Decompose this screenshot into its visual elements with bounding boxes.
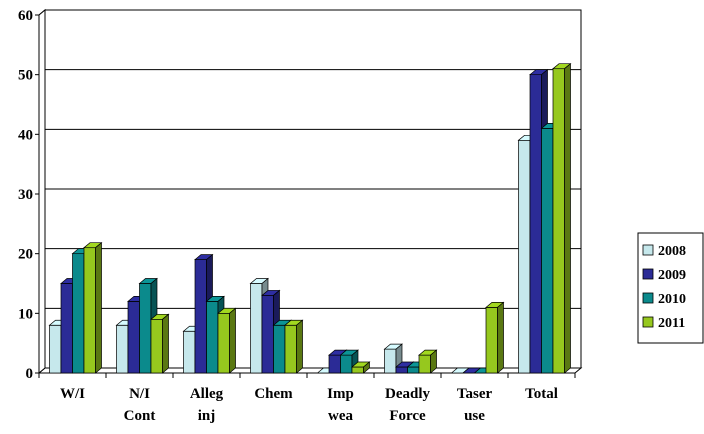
- bar-front: [261, 295, 274, 374]
- category-label: inj: [198, 408, 216, 424]
- bar-side: [497, 301, 504, 374]
- bar-front: [273, 324, 286, 374]
- category-label: Force: [389, 408, 426, 424]
- category-label: Cont: [124, 408, 156, 424]
- bar-front: [418, 354, 431, 374]
- bar-front: [518, 139, 531, 374]
- y-tick-label: 10: [18, 306, 33, 322]
- legend-label: 2010: [658, 292, 686, 307]
- category-labels: W/I N/I Cont Alleg inj Chem Imp wea Deadly Force T…: [60, 386, 558, 424]
- bar: [217, 307, 237, 374]
- category-label: Deadly: [385, 386, 431, 402]
- bar: [150, 313, 170, 374]
- bar-side: [296, 319, 303, 374]
- bar-front: [407, 366, 420, 374]
- y-tick-label: 50: [18, 68, 33, 84]
- y-tick-label: 60: [18, 8, 33, 24]
- bar-front: [72, 253, 85, 374]
- category-label: Taser: [457, 386, 493, 402]
- bar-front: [384, 348, 397, 374]
- bar-front: [250, 283, 263, 374]
- chart-side-wall: [38, 8, 46, 375]
- bar: [284, 319, 304, 374]
- bar-front: [83, 247, 96, 374]
- bar-front: [395, 366, 408, 374]
- bar-side: [564, 62, 571, 374]
- legend-label: 2011: [658, 316, 685, 331]
- bar-side: [162, 313, 169, 374]
- bar-side: [95, 241, 102, 374]
- bar-front: [217, 312, 230, 374]
- bar-front: [328, 354, 341, 374]
- category-label: Imp: [327, 386, 354, 402]
- bar-front: [206, 301, 219, 374]
- bar: [418, 349, 438, 374]
- bar: [552, 62, 572, 374]
- category-label: N/I: [129, 386, 150, 402]
- bar-side: [229, 307, 236, 374]
- legend-label: 2008: [658, 244, 686, 259]
- bar-side: [363, 361, 370, 374]
- bar-front: [116, 324, 129, 374]
- y-tick-labels: 0 10 20 30 40 50 60: [18, 8, 33, 382]
- bar-side: [430, 349, 437, 374]
- legend-swatch: [642, 316, 654, 328]
- legend-swatch: [642, 292, 654, 304]
- y-tick-label: 30: [18, 187, 33, 203]
- category-label: Alleg: [190, 386, 224, 402]
- category-label: wea: [328, 408, 353, 424]
- bar-front: [60, 283, 73, 374]
- y-tick-label: 20: [18, 247, 33, 263]
- bar-front: [150, 318, 163, 374]
- chart-back-wall: [44, 9, 582, 369]
- legend-swatch: [642, 244, 654, 256]
- bar-front: [183, 330, 196, 374]
- bar: [485, 301, 505, 374]
- bar-front: [49, 324, 62, 374]
- bar: [351, 361, 371, 374]
- category-label: W/I: [60, 386, 85, 402]
- bar-front: [127, 301, 140, 374]
- bar-front: [529, 74, 542, 374]
- bar-front: [541, 128, 554, 374]
- bar-front: [194, 259, 207, 374]
- y-tick-label: 0: [26, 366, 34, 382]
- bar-front: [485, 307, 498, 374]
- bar: [83, 241, 103, 374]
- category-label: use: [464, 408, 485, 424]
- bar-front: [284, 324, 297, 374]
- category-label: Total: [525, 386, 558, 402]
- bar-front: [139, 283, 152, 374]
- legend: 2008 2009 2010 2011: [637, 232, 704, 344]
- bar-front: [351, 366, 364, 374]
- y-tick-label: 40: [18, 127, 33, 143]
- bar-front: [552, 68, 565, 374]
- legend-swatch: [642, 268, 654, 280]
- gridlines: [38, 9, 581, 314]
- legend-label: 2009: [658, 268, 686, 283]
- bar-front: [340, 354, 353, 374]
- bars: [48, 62, 572, 374]
- category-label: Chem: [254, 386, 293, 402]
